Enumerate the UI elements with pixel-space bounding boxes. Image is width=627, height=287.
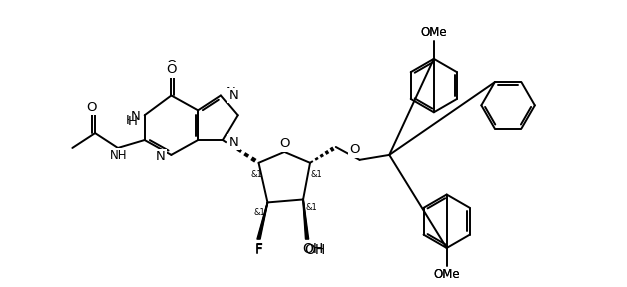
Text: NH: NH [110, 149, 128, 162]
Text: &1: &1 [310, 170, 322, 179]
Text: O: O [350, 144, 361, 158]
Text: &1: &1 [305, 203, 317, 212]
Text: O: O [166, 59, 177, 72]
Text: O: O [349, 144, 360, 156]
Text: OMe: OMe [421, 26, 447, 38]
Text: H: H [126, 114, 135, 127]
Text: N: N [157, 153, 166, 166]
Text: N: N [132, 107, 142, 120]
Text: OMe: OMe [433, 268, 460, 281]
Text: O: O [166, 63, 177, 76]
Text: O: O [86, 101, 97, 114]
Text: N: N [229, 135, 239, 148]
Text: N: N [229, 89, 239, 102]
Text: OH: OH [302, 242, 324, 256]
Text: O: O [84, 99, 95, 112]
Text: N: N [228, 137, 238, 150]
Text: &1: &1 [254, 208, 265, 217]
Text: N: N [131, 110, 140, 123]
Text: O: O [279, 137, 290, 150]
Text: F: F [255, 242, 263, 256]
Text: N: N [155, 150, 166, 163]
Text: OH: OH [304, 243, 325, 257]
Text: N: N [226, 86, 236, 99]
Text: F: F [255, 243, 263, 257]
Text: H: H [128, 115, 138, 128]
Text: &1: &1 [251, 170, 263, 179]
Text: OMe: OMe [421, 26, 447, 38]
Text: NH: NH [110, 150, 128, 163]
Text: OMe: OMe [433, 268, 460, 281]
Text: O: O [279, 137, 290, 150]
